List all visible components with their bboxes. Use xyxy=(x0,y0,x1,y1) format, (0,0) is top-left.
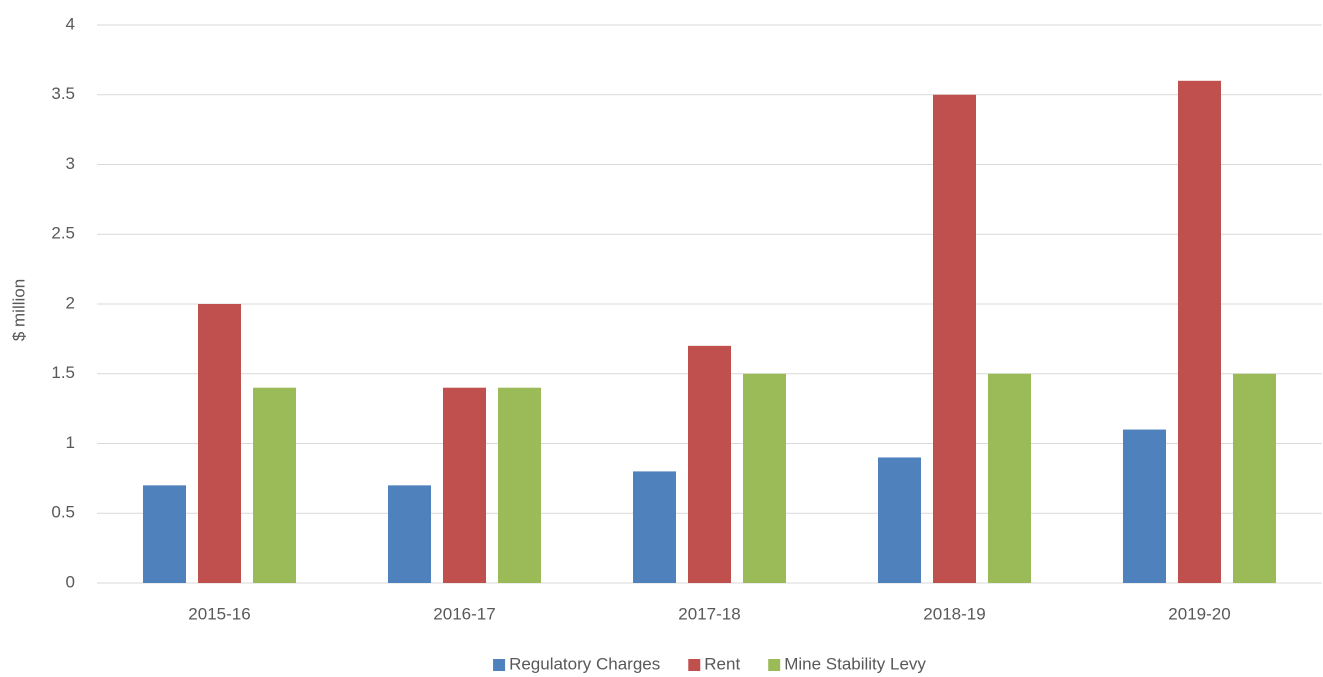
x-tick-label: 2017-18 xyxy=(678,604,740,623)
x-tick-label: 2015-16 xyxy=(188,604,250,623)
y-tick-label: 2 xyxy=(66,293,75,312)
bar xyxy=(743,373,786,583)
bar xyxy=(498,387,541,583)
legend-swatch xyxy=(768,659,781,671)
bar xyxy=(633,471,676,583)
y-axis-label: $ million xyxy=(9,279,28,341)
bar xyxy=(1123,429,1166,583)
y-tick-label: 0 xyxy=(66,572,75,591)
x-tick-label: 2016-17 xyxy=(433,604,495,623)
bar xyxy=(143,485,186,583)
legend-swatch xyxy=(493,659,506,671)
y-tick-label: 3 xyxy=(66,154,75,173)
y-tick-label: 3.5 xyxy=(51,84,75,103)
x-tick-label: 2018-19 xyxy=(923,604,985,623)
y-tick-label: 1.5 xyxy=(51,363,75,382)
y-tick-label: 4 xyxy=(66,14,75,33)
legend-label: Regulatory Charges xyxy=(509,654,660,673)
bar xyxy=(443,387,486,583)
y-tick-label: 2.5 xyxy=(51,224,75,243)
y-tick-label: 0.5 xyxy=(51,503,75,522)
legend-label: Rent xyxy=(704,654,740,673)
bar xyxy=(1178,80,1221,584)
bar xyxy=(1233,373,1276,583)
bar xyxy=(878,457,921,583)
y-tick-label: 1 xyxy=(66,433,75,452)
bar xyxy=(988,373,1031,583)
bar xyxy=(198,304,241,583)
bar xyxy=(388,485,431,583)
legend-swatch xyxy=(688,659,701,671)
legend-label: Mine Stability Levy xyxy=(784,654,926,673)
bar xyxy=(933,94,976,583)
x-tick-label: 2019-20 xyxy=(1168,604,1230,623)
bar xyxy=(253,387,296,583)
bar xyxy=(688,345,731,583)
